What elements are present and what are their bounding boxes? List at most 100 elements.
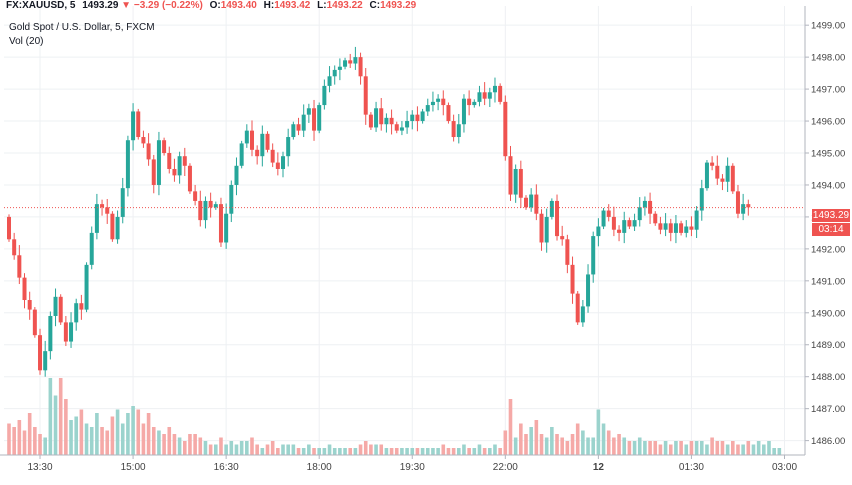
y-tick-label: 1497.00 — [811, 85, 845, 96]
candle — [198, 190, 203, 227]
symbol-label[interactable]: FX:XAUUSD, 5 — [6, 0, 76, 11]
candle — [425, 98, 430, 116]
candle — [358, 52, 363, 85]
candle — [286, 128, 291, 167]
volume-bar — [193, 434, 197, 455]
candle-body — [467, 98, 472, 106]
candle-body — [534, 194, 539, 214]
candle-body — [84, 264, 89, 310]
volume-bar — [95, 413, 99, 455]
volume-bar — [622, 437, 627, 455]
volume-bar — [586, 437, 590, 455]
volume-bar — [100, 427, 104, 455]
candle — [668, 218, 673, 242]
candle-body — [601, 210, 606, 227]
candle — [53, 288, 58, 327]
candle-body — [156, 140, 161, 185]
volume-indicator-label[interactable]: Vol (20) — [9, 36, 44, 47]
volume-bar — [513, 437, 518, 455]
candle — [317, 102, 322, 134]
candle-body — [586, 274, 591, 307]
candle-body — [379, 108, 384, 125]
candle-body — [17, 255, 22, 278]
candle-body — [291, 124, 296, 138]
candle-body — [89, 232, 94, 265]
volume-bar — [741, 444, 745, 455]
volume-bar — [482, 448, 487, 455]
volume-bar — [58, 378, 63, 455]
volume-bar — [312, 448, 316, 455]
candle-body — [38, 335, 43, 371]
candle — [151, 154, 156, 194]
volume-bar — [369, 444, 373, 455]
candle-body — [627, 220, 632, 227]
volume-bar — [343, 448, 347, 455]
candle — [84, 262, 89, 313]
time-axis[interactable]: 13:30 15:00 16:30 18:00 19:30 22:00 12 01:30 03:… — [28, 455, 852, 473]
volume-bar — [425, 448, 430, 455]
candle — [229, 180, 234, 223]
x-tick-label: 13:30 — [28, 462, 53, 473]
candle-body — [487, 92, 492, 99]
volume-bar — [27, 413, 32, 455]
volume-bar — [456, 448, 461, 455]
volume-bar — [327, 444, 332, 455]
candle — [63, 315, 68, 347]
candle — [451, 114, 456, 142]
volume-bar — [17, 420, 22, 455]
candles — [7, 46, 751, 377]
candle-body — [368, 114, 373, 128]
volume-bar — [534, 420, 539, 455]
y-tick-label: 1499.00 — [811, 21, 845, 32]
volume-bar — [699, 441, 704, 455]
volume-bar — [146, 413, 151, 455]
x-tick-label: 16:30 — [214, 462, 239, 473]
candle — [498, 83, 503, 105]
candle-body — [115, 216, 120, 240]
volume-bar — [332, 448, 337, 455]
candle-body — [503, 101, 508, 157]
candle — [487, 87, 492, 107]
volume-bar — [177, 437, 182, 455]
candle-body — [348, 60, 353, 64]
candle-body — [606, 210, 611, 217]
volume-bar — [472, 448, 477, 455]
candle-body — [436, 98, 441, 102]
x-tick-label: 15:00 — [121, 462, 146, 473]
volume-bar — [219, 437, 223, 455]
candle — [167, 146, 172, 174]
volume-bar — [384, 448, 389, 455]
candle-body — [363, 76, 368, 115]
volume-bar — [400, 448, 404, 455]
candle-body — [642, 200, 647, 208]
candle-body — [539, 213, 544, 243]
candle — [368, 112, 373, 130]
candle-body — [684, 226, 689, 233]
volume-bar — [555, 434, 559, 455]
volume-bar — [281, 444, 285, 455]
volume-bar — [637, 437, 642, 455]
volume-bar — [250, 437, 254, 455]
candle-body — [663, 223, 668, 230]
candle-body — [399, 127, 404, 131]
candle — [48, 311, 53, 360]
volume-bar — [591, 437, 596, 455]
candle-body — [637, 207, 642, 221]
volume-bar — [420, 448, 425, 455]
candle-body — [374, 108, 379, 128]
last-price-tag: 1493.29 — [812, 209, 850, 222]
volume-bar — [565, 441, 570, 455]
candle — [239, 140, 244, 169]
y-tick-label: 1487.00 — [811, 404, 845, 415]
candle-body — [735, 191, 740, 214]
candle — [17, 245, 22, 285]
candle — [642, 196, 647, 216]
candle — [105, 199, 110, 224]
volume-bar — [234, 444, 239, 455]
candle — [89, 226, 94, 270]
volume-bar — [43, 437, 47, 455]
price-change: −3.29 (−0.22%) — [133, 0, 203, 11]
candle-body — [151, 159, 156, 185]
volume-bar — [467, 448, 471, 455]
